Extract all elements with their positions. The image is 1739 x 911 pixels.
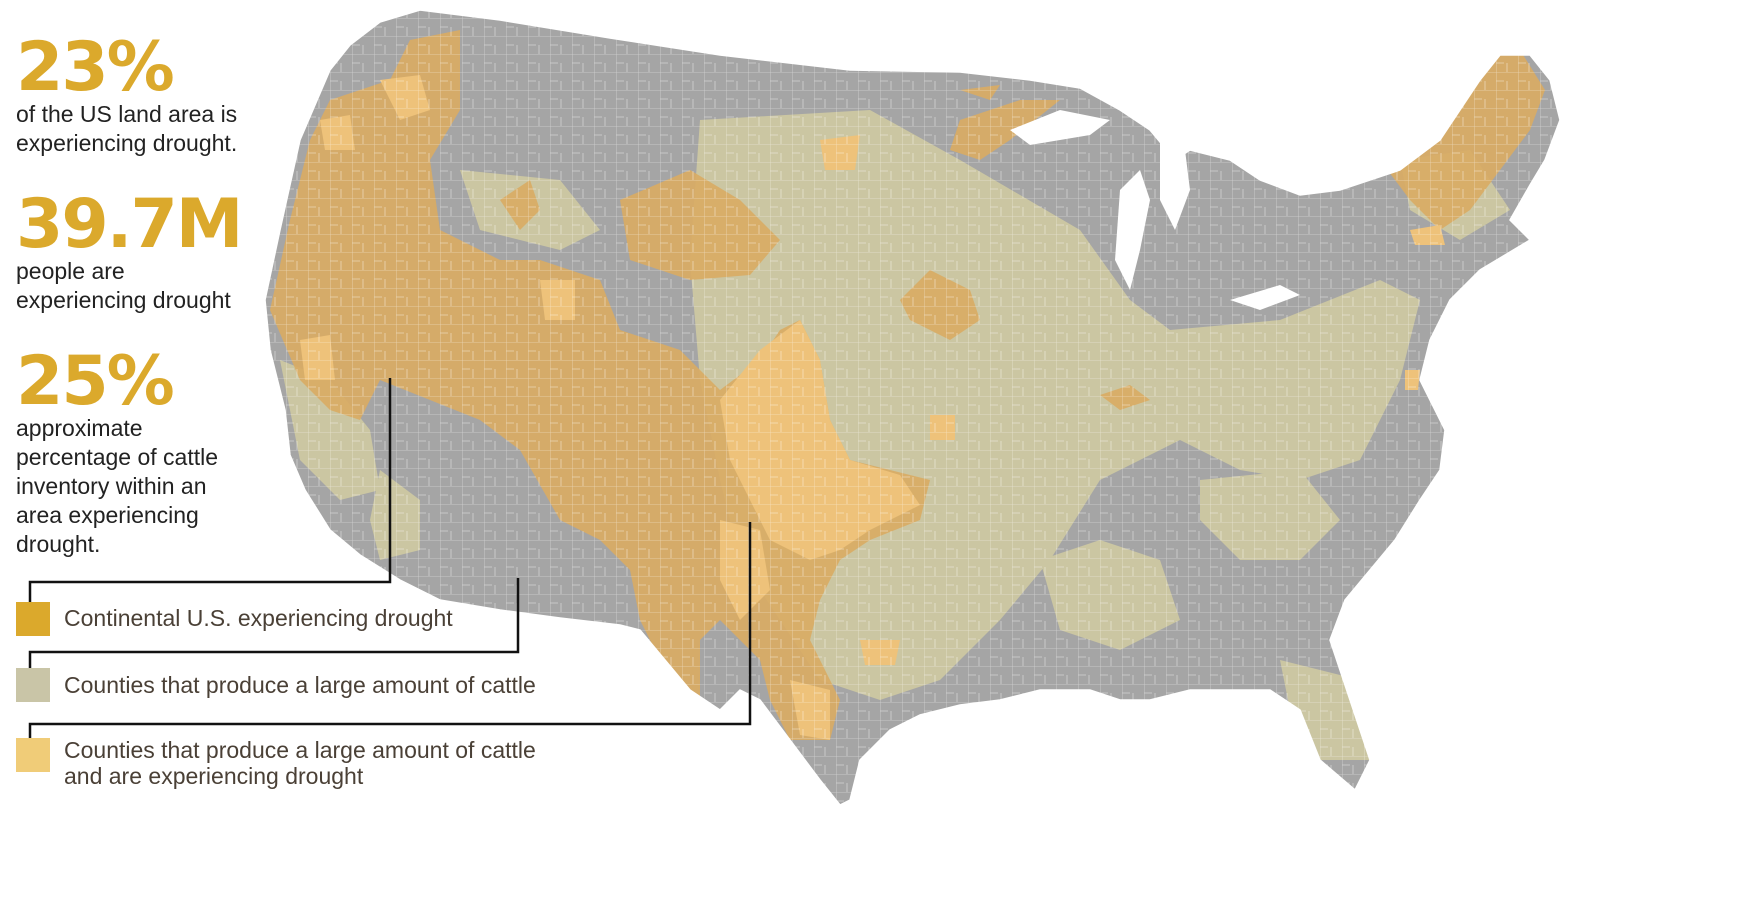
legend-swatch: [16, 738, 50, 772]
stat-text-line: approximate: [16, 415, 143, 441]
stat-cattle-inventory: 25% approximate percentage of cattle inv…: [16, 342, 219, 559]
stat-text-line: of the US land area is: [16, 101, 238, 127]
legend-swatch: [16, 668, 50, 702]
stat-value: 25%: [16, 342, 175, 421]
stat-value: 23%: [16, 28, 175, 107]
stat-people: 39.7M people are experiencing drought: [16, 185, 243, 315]
stat-value: 39.7M: [16, 185, 243, 264]
stat-text-line: percentage of cattle: [16, 444, 219, 470]
stat-text-line: area experiencing: [16, 502, 199, 528]
leader-line-drought: [28, 378, 392, 618]
legend-label: Counties that produce a large amount of …: [64, 672, 536, 698]
stat-text-line: experiencing drought: [16, 287, 231, 313]
stat-text-line: experiencing drought.: [16, 130, 238, 156]
great-lakes: [1010, 110, 1300, 310]
legend-swatch: [16, 602, 50, 636]
stat-text-line: drought.: [16, 531, 101, 557]
stat-text-line: people are: [16, 258, 125, 284]
legend-label: Continental U.S. experiencing drought: [64, 605, 453, 631]
stat-text-line: inventory within an: [16, 473, 207, 499]
legend-label: Counties that produce a large amount of …: [64, 737, 536, 763]
legend-label: and are experiencing drought: [64, 763, 364, 789]
stat-land-area: 23% of the US land area is experiencing …: [16, 28, 238, 158]
